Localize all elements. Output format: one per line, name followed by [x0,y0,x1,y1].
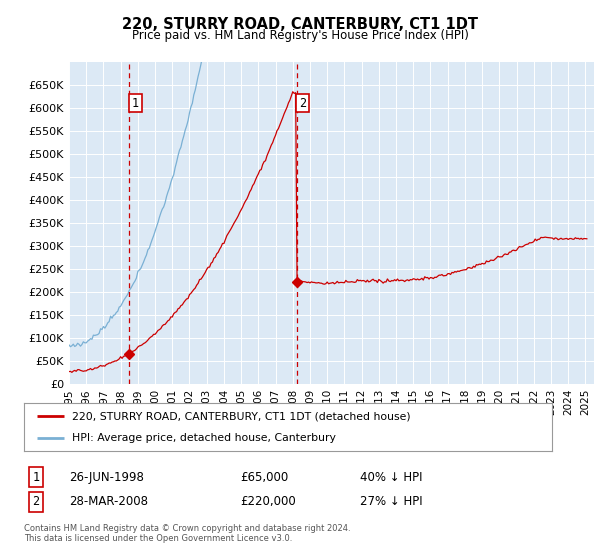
Text: £65,000: £65,000 [240,470,288,484]
Text: 27% ↓ HPI: 27% ↓ HPI [360,495,422,508]
Text: Price paid vs. HM Land Registry's House Price Index (HPI): Price paid vs. HM Land Registry's House … [131,29,469,42]
Text: 40% ↓ HPI: 40% ↓ HPI [360,470,422,484]
Text: 220, STURRY ROAD, CANTERBURY, CT1 1DT: 220, STURRY ROAD, CANTERBURY, CT1 1DT [122,17,478,31]
Text: 1: 1 [131,96,139,110]
Text: 220, STURRY ROAD, CANTERBURY, CT1 1DT (detached house): 220, STURRY ROAD, CANTERBURY, CT1 1DT (d… [71,411,410,421]
Text: Contains HM Land Registry data © Crown copyright and database right 2024.
This d: Contains HM Land Registry data © Crown c… [24,524,350,543]
Text: 1: 1 [32,470,40,484]
Text: 26-JUN-1998: 26-JUN-1998 [69,470,144,484]
Text: 28-MAR-2008: 28-MAR-2008 [69,495,148,508]
Text: HPI: Average price, detached house, Canterbury: HPI: Average price, detached house, Cant… [71,433,335,443]
Text: £220,000: £220,000 [240,495,296,508]
Text: 2: 2 [299,96,307,110]
Text: 2: 2 [32,495,40,508]
